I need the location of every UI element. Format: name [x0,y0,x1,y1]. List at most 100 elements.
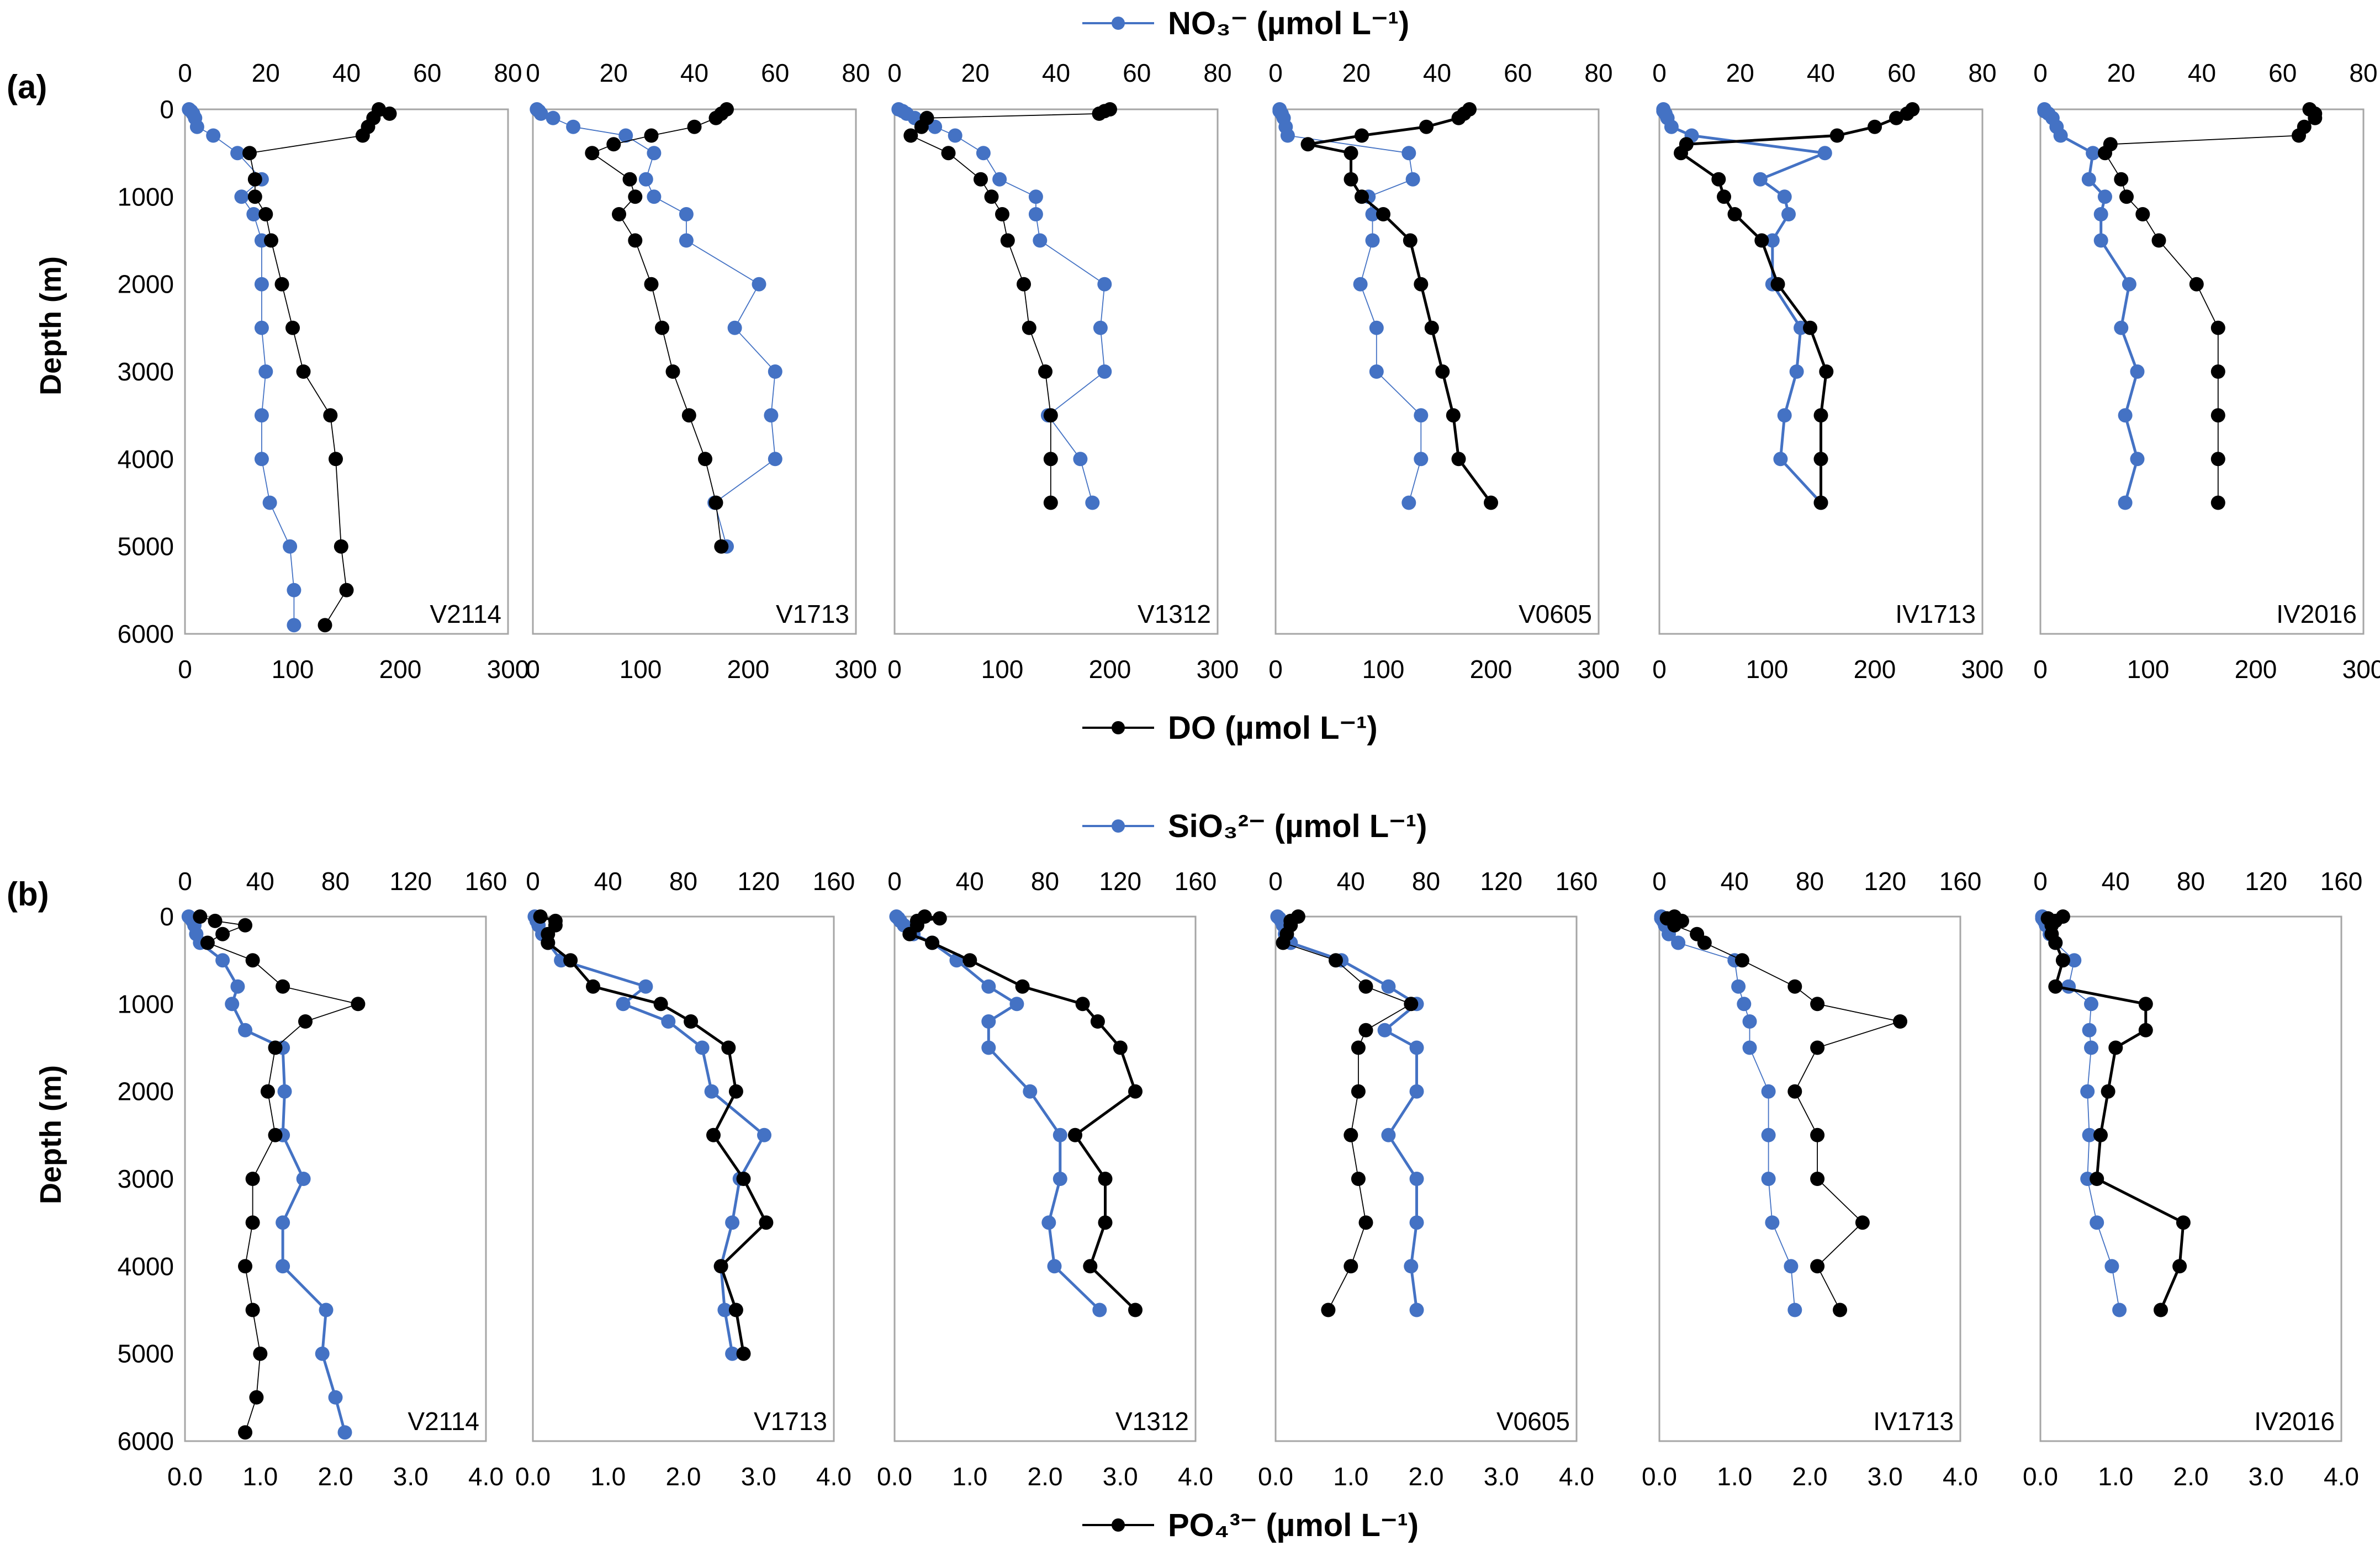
po4-point [2172,1259,2187,1274]
do-point [1344,146,1358,161]
top-axis-tick-label: 120 [2245,867,2287,896]
sio3-point [215,953,230,968]
no3-point [566,119,581,134]
sio3-point [2061,979,2076,994]
no3-point [948,128,962,143]
sio3-point [277,1084,292,1099]
sio3-point [1377,1023,1392,1037]
po4-line [1282,916,1413,1310]
do-point [708,110,723,125]
top-axis-tick-label: 20 [2107,59,2135,87]
do-point [2210,320,2225,335]
do-point [1300,137,1315,152]
bottom-axis-tick-label: 0 [178,655,192,684]
do-point [2210,452,2225,467]
do-point [1000,233,1015,248]
sio3-point [225,997,240,1012]
do-point [2114,172,2129,187]
po4-point [238,1259,252,1274]
no3-point [1093,320,1108,335]
top-axis-tick-label: 60 [2268,59,2297,87]
sio3-point [276,1259,290,1274]
sio3-point [2104,1259,2119,1274]
top-axis-tick-label: 60 [1504,59,1532,87]
no3-point [1664,119,1679,134]
top-axis-tick-label: 0 [887,867,902,896]
sio3-point [616,997,631,1012]
plot-frame [2039,108,2365,635]
do-point [1017,277,1031,292]
top-axis-tick-label: 80 [1412,867,1440,896]
do-point [247,172,262,187]
plot-frame [893,108,1219,635]
top-axis-tick-label: 80 [1031,867,1059,896]
do-point [941,146,956,161]
po4-point [245,1215,260,1230]
bottom-axis-tick-label: 3.0 [393,1462,429,1491]
do-point [1451,452,1466,467]
do-point [2210,408,2225,423]
sio3-point [2067,953,2082,968]
station-label: IV2016 [2276,600,2357,628]
po4-point [684,1014,699,1029]
do-point [665,364,680,379]
do-point [914,119,929,134]
po4-point [713,1259,728,1274]
y-tick-label: 4000 [118,1252,174,1280]
no3-point [1028,207,1043,221]
bottom-axis-tick-label: 0.0 [2023,1462,2058,1491]
no3-point [2086,146,2101,161]
po4-point [1810,1172,1825,1186]
do-point [2210,364,2225,379]
po4-point [2108,1040,2123,1055]
do-point [334,539,348,554]
po4-point [1351,1084,1366,1099]
no3-point [1365,207,1380,221]
do-point [2308,110,2323,125]
no3-point [618,128,633,143]
bottom-axis-tick-label: 2.0 [2173,1462,2209,1491]
po4-point [2055,953,2070,968]
station-label: V1713 [776,600,849,628]
do-point [242,146,257,161]
sio3-point [981,1040,996,1055]
po4-line [200,916,360,1433]
no3-point [262,495,277,510]
no3-point [1028,189,1043,204]
bottom-axis-tick-label: 200 [1854,655,1896,684]
top-axis-tick-label: 120 [389,867,432,896]
po4-point [1667,918,1682,933]
no3-point [2130,364,2145,379]
po4-point [2048,935,2063,950]
no3-point [2098,189,2112,204]
top-axis-tick-label: 80 [1796,867,1824,896]
station-label: V2114 [408,1407,479,1436]
sio3-point [1041,1215,1056,1230]
do-point [681,408,696,423]
no3-point [254,452,269,467]
top-axis-tick-label: 160 [1556,867,1598,896]
do-point [984,189,999,204]
bottom-axis-tick-label: 0.0 [1642,1462,1677,1491]
station-v2114: 0 40 80 120 160 0.0 1.0 2.0 3.0 4.0 V2114 [167,867,507,1491]
station-v1312: 0 20 40 60 80 0 100 200 300 V1312 [887,59,1239,684]
bottom-axis-tick-label: 2.0 [666,1462,701,1491]
po4-point [563,953,578,968]
no3-point [1777,189,1792,204]
do-point [264,233,278,248]
top-axis-tick-label: 80 [321,867,350,896]
sio3-point [1761,1127,1776,1142]
bottom-axis-tick-label: 0 [2033,655,2048,684]
po4-point [1358,979,1373,994]
do-point [1813,408,1828,423]
plot-frame [1658,915,1961,1442]
y-tick-label: 2000 [118,1077,174,1106]
po4-point [238,1425,252,1440]
po4-point [586,979,600,994]
top-axis-tick-label: 80 [2349,59,2377,87]
po4-point [653,997,668,1012]
legend-no3-marker [1112,17,1125,30]
bottom-axis-tick-label: 100 [272,655,314,684]
po4-point [200,935,215,950]
